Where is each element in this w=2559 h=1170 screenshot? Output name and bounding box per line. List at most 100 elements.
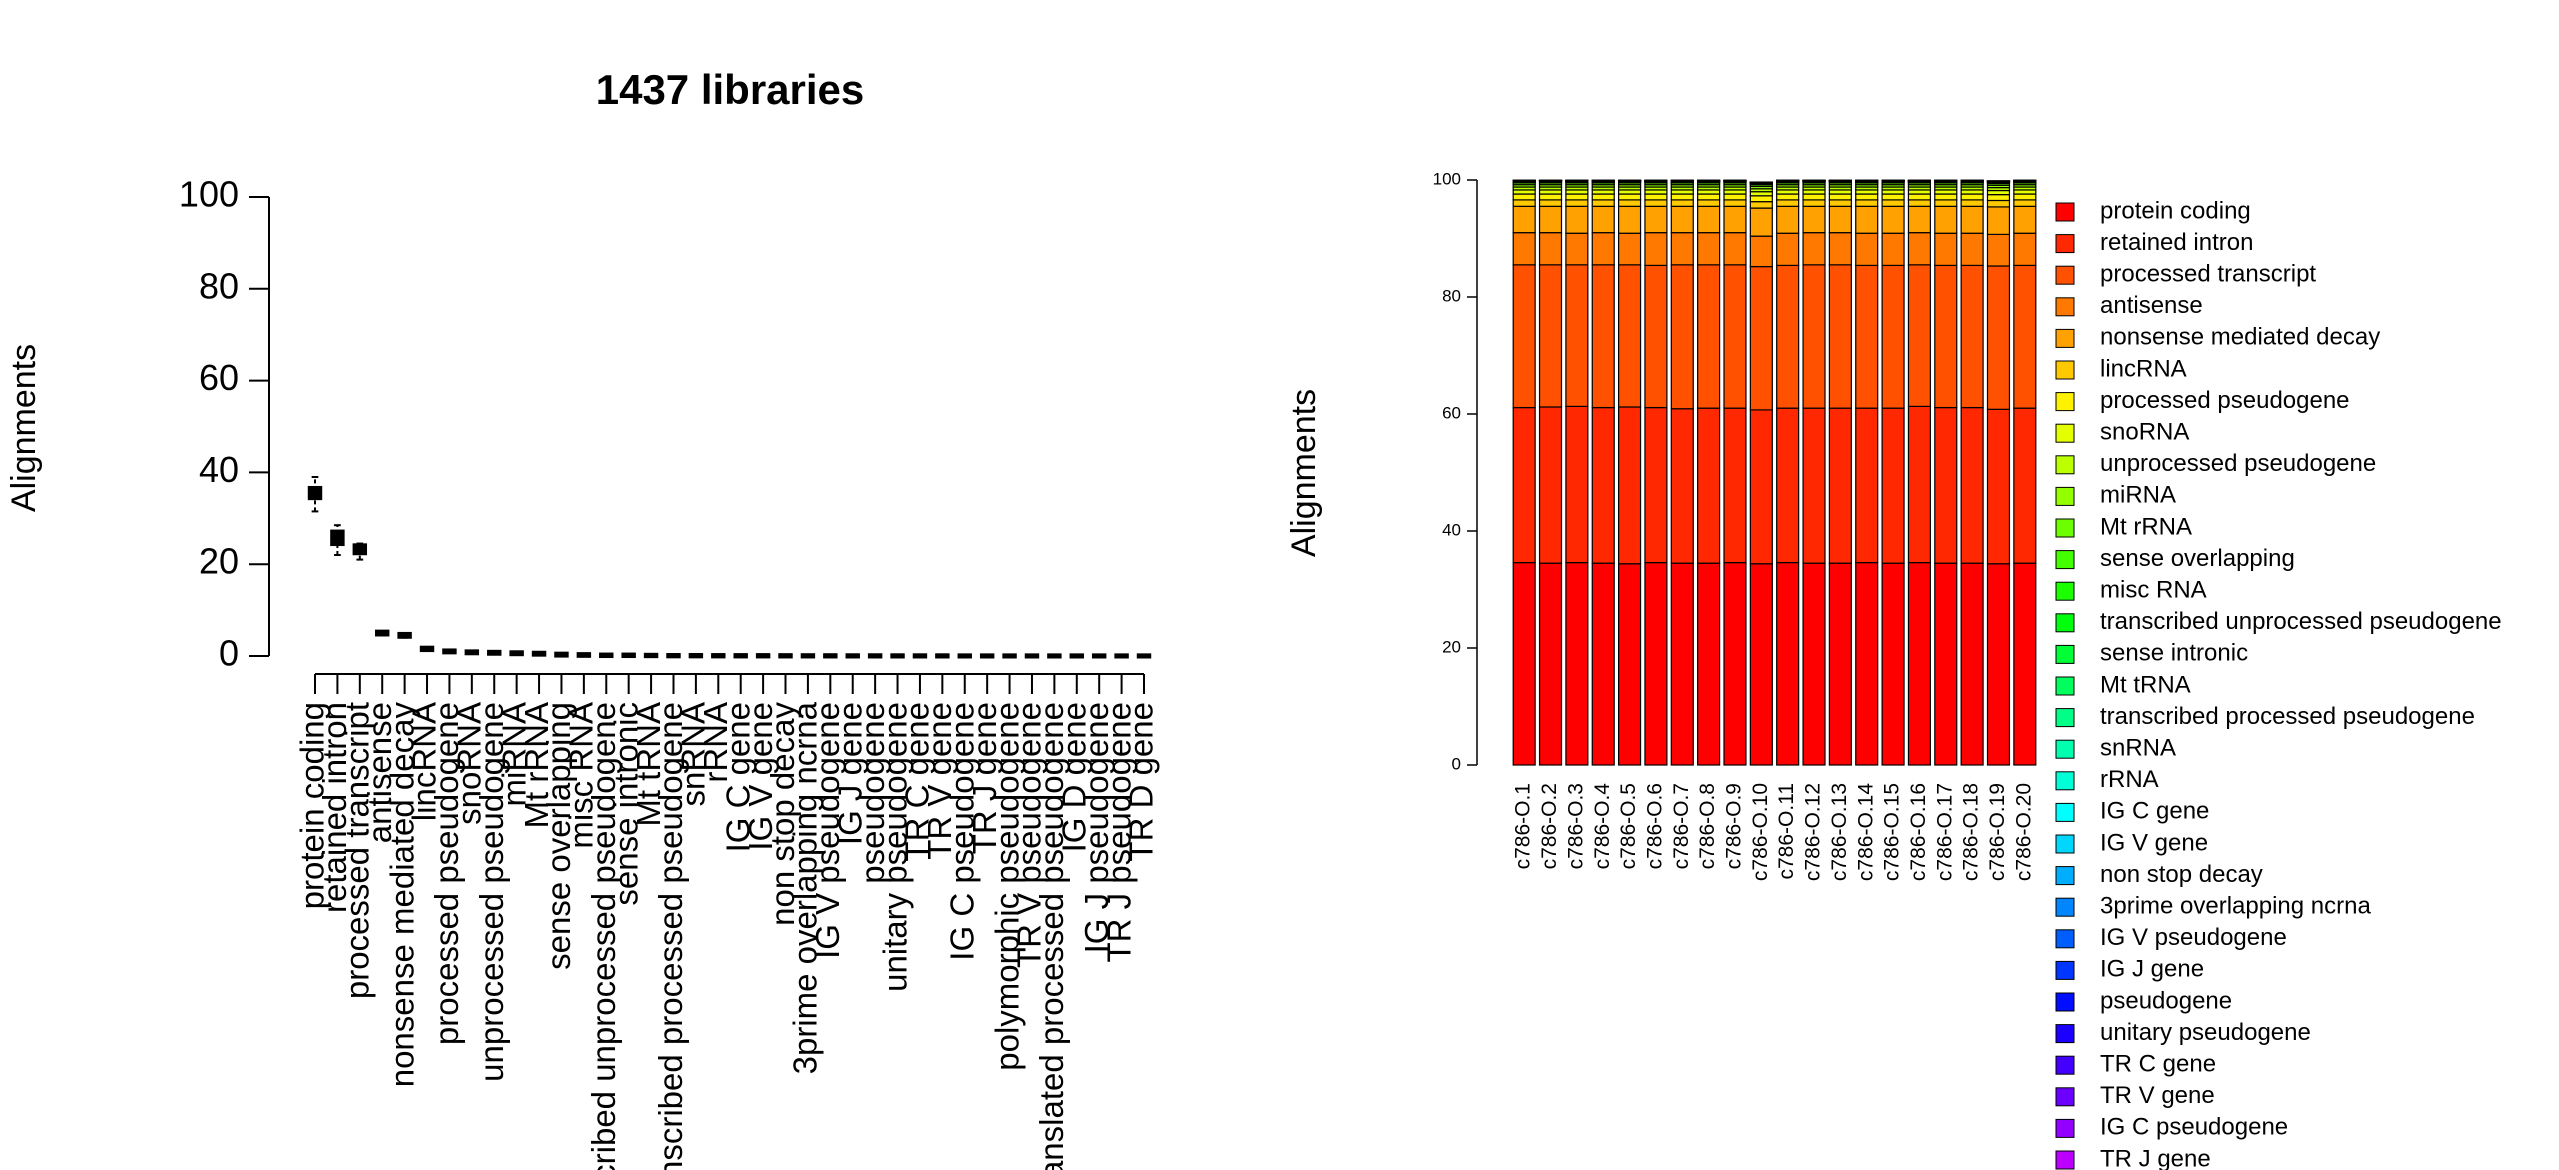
bar-segment [1934, 406, 1958, 564]
legend-swatch [2055, 1087, 2075, 1107]
bar-segment [1749, 191, 1773, 197]
bar-segment [1855, 232, 1879, 267]
legend-swatch [2055, 739, 2075, 759]
x-tick-label: IG V gene [742, 702, 779, 851]
bar-segment [1828, 193, 1852, 201]
bar-segment [2013, 199, 2037, 207]
y-axis-label: Alignments [5, 344, 43, 512]
x-tick-label: c786-O.19 [1986, 783, 2009, 881]
x-tick-label: c786-O.18 [1960, 783, 1983, 881]
legend-swatch [2055, 1118, 2075, 1138]
bar-segment [1986, 194, 2011, 202]
x-tick-label: nonsense mediated decay [383, 702, 420, 1088]
x-tick-label: sense overlapping [540, 702, 577, 970]
x-tick-label: c786-O.11 [1775, 783, 1798, 880]
x-tick-label: lincRNA [406, 702, 443, 821]
bar-segment [1538, 562, 1563, 766]
bar-segment [1697, 189, 1721, 195]
x-tick-label: TR C gene [899, 702, 936, 862]
bar-segment [1802, 199, 1826, 207]
x-tick-label: non stop decay [764, 702, 801, 926]
legend-swatch [2055, 265, 2075, 285]
x-tick-label: c786-O.5 [1617, 783, 1640, 869]
x-tick-label: c786-O.3 [1564, 783, 1587, 869]
bar-segment [1776, 232, 1800, 267]
bar-segment [1934, 562, 1958, 766]
bar-segment [1907, 199, 1932, 207]
bar-segment [1512, 199, 1536, 207]
x-tick-label: TR V pseudogene [1011, 702, 1048, 968]
bar-segment [1960, 205, 1984, 234]
bar-segment [1960, 232, 1984, 267]
bar-segment [1670, 232, 1694, 266]
bar-segment [1776, 264, 1800, 409]
bar-segment [1934, 232, 1958, 267]
bar-segment [1565, 405, 1589, 564]
x-tick-label: c786-O.7 [1670, 783, 1693, 869]
legend-label: sense overlapping [2100, 545, 2295, 572]
bar-segment [1723, 232, 1747, 266]
legend-label: IG V pseudogene [2100, 924, 2287, 951]
bar-segment [1565, 205, 1589, 234]
bar-segment [1776, 189, 1800, 195]
bar-segment [1855, 193, 1879, 201]
bar-segment [1644, 232, 1668, 267]
bar-segment [1934, 189, 1958, 195]
x-tick-label: Mt rRNA [518, 702, 555, 829]
x-tick-label: transcribed unprocessed pseudogene [585, 702, 622, 1170]
legend-swatch [2055, 960, 2075, 980]
legend-label: TR V gene [2100, 1082, 2215, 1109]
bar-segment [1644, 406, 1668, 564]
bar-segment [1934, 264, 1958, 409]
legend-label: TR J gene [2100, 1145, 2211, 1170]
bar-segment [1907, 232, 1932, 266]
legend-swatch [2055, 423, 2075, 443]
x-tick-label: misc RNA [563, 702, 600, 849]
x-tick-label: c786-O.6 [1643, 783, 1666, 869]
y-tick-label: 60 [199, 357, 239, 398]
bar-segment [1828, 199, 1852, 207]
x-tick-label: TR J pseudogene [1100, 702, 1137, 963]
legend-swatch [2055, 992, 2075, 1012]
x-tick-label: miRNA [495, 702, 532, 807]
bar-segment [1855, 264, 1879, 409]
bar-segment [1776, 205, 1800, 234]
bar-segment [1828, 205, 1852, 234]
bar-segment [1749, 235, 1773, 268]
bar-segment [1749, 265, 1773, 411]
bar-segment [1512, 205, 1536, 234]
bar-segment [1591, 193, 1615, 201]
bar-segment [1855, 189, 1879, 195]
bar-segment [1881, 199, 1905, 207]
x-tick-label: Mt tRNA [630, 702, 667, 827]
x-tick-label: IG D gene [1056, 702, 1093, 852]
x-tick-label: unprocessed pseudogene [473, 702, 510, 1082]
bar-segment [1749, 201, 1773, 209]
y-tick-label: 20 [1442, 637, 1461, 656]
bar-segment [1591, 232, 1615, 266]
legend-label: TR C gene [2100, 1051, 2216, 1078]
bar-segment [1512, 561, 1536, 766]
bar-segment [1697, 232, 1721, 266]
bar-segment [1512, 193, 1536, 201]
bar-segment [1749, 563, 1773, 766]
bar-segment [1802, 189, 1826, 195]
legend-label: retained intron [2100, 229, 2253, 256]
x-tick-label: TR D gene [1123, 702, 1160, 862]
bar-segment [1802, 407, 1826, 564]
y-tick-label: 0 [1452, 754, 1461, 773]
bar-segment [1802, 264, 1826, 409]
y-tick-label: 100 [179, 174, 239, 215]
bar-segment [1617, 406, 1642, 565]
legend-swatch [2055, 581, 2075, 601]
bar-segment [1723, 561, 1747, 766]
legend-label: antisense [2100, 292, 2203, 319]
bar-segment [1512, 406, 1536, 564]
legend-swatch [2055, 1024, 2075, 1044]
x-tick-label: IG V pseudogene [809, 702, 846, 959]
bar-segment [1697, 205, 1721, 234]
bar-segment [1697, 193, 1721, 201]
bar-segment [2013, 562, 2037, 766]
bar-segment [1881, 205, 1905, 234]
